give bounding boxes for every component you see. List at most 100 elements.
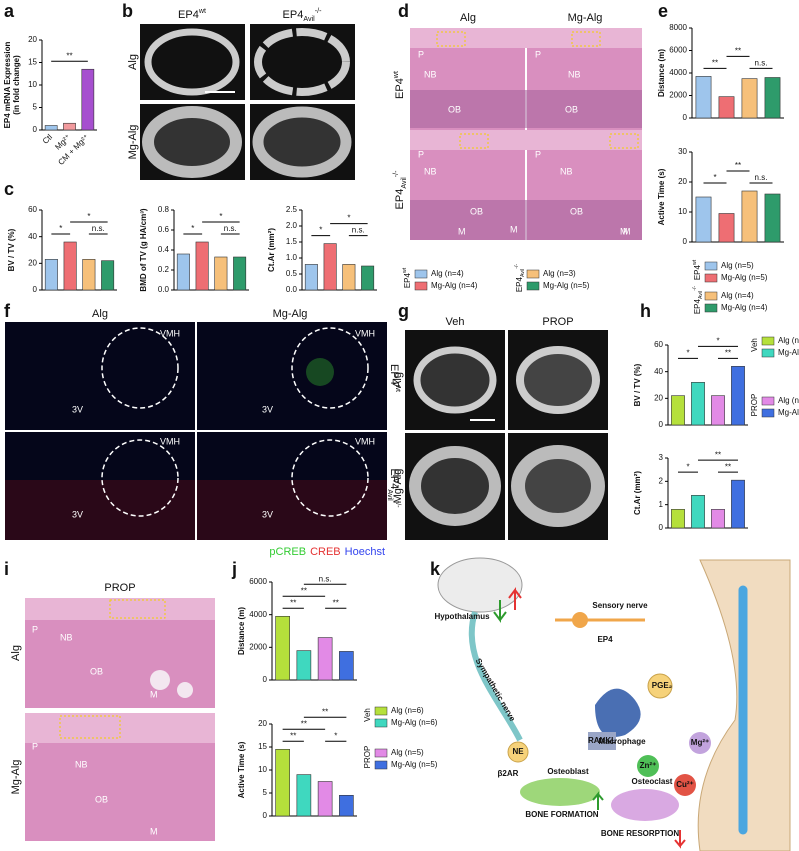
column-label: EP4Avil-/-: [283, 7, 323, 23]
column-label: Alg: [92, 308, 108, 320]
y-tick-label: 20: [654, 393, 663, 402]
column-label: Mg-Alg: [568, 12, 603, 24]
tissue-label: P: [535, 149, 541, 159]
bar: [195, 241, 209, 291]
legend-group-label-sup: -/-: [514, 264, 520, 269]
legend-group-label-base: EP4: [403, 272, 412, 288]
panel-label: c: [4, 179, 14, 199]
row-label: Alg: [392, 372, 404, 388]
tissue-label: OB: [90, 666, 103, 676]
tissue-label: OB: [570, 206, 583, 216]
diagram-label: BONE RESORPTION: [601, 829, 679, 838]
bar: [731, 479, 745, 529]
legend-label: Alg (n=5): [778, 396, 799, 405]
y-axis-label: BMD of TV (g HA/cm³): [139, 208, 148, 291]
bar: [339, 794, 354, 817]
y-tick-label: 20: [28, 35, 37, 44]
legend-group-label-sup: wt: [402, 267, 408, 273]
legend-group-label-sub: Avil: [520, 269, 526, 277]
legend-swatch: [761, 396, 775, 406]
significance-label: **: [290, 598, 296, 607]
row-label: Mg-Alg: [10, 760, 22, 795]
region-label: VMH: [160, 328, 180, 338]
y-tick-label: 0.6: [158, 225, 170, 234]
y-tick-label: 0.0: [158, 285, 170, 294]
y-axis-label: Active Time (s): [657, 168, 666, 225]
row-label-sup: wt: [394, 384, 402, 392]
panel-label: a: [4, 1, 15, 21]
y-tick-label: 6000: [249, 577, 267, 586]
y-axis-label: BV / TV (%): [7, 228, 16, 271]
y-tick-label: 10: [678, 207, 687, 216]
significance-label: **: [715, 450, 721, 459]
legend-label: Mg-Alg (n=5): [391, 760, 438, 769]
significance-label: **: [301, 586, 307, 595]
stain-label: Hoechst: [345, 546, 385, 558]
row-label: EP4wt: [392, 71, 406, 99]
significance-label: *: [191, 224, 194, 233]
histology-d: [410, 28, 642, 240]
legend-swatch: [526, 281, 540, 291]
panel-label: j: [231, 559, 237, 579]
legend-swatch: [374, 706, 388, 716]
row-label-sub: Avil: [386, 489, 394, 501]
legend-label: Mg-Alg (n=4): [431, 281, 478, 290]
legend-group-label: Veh: [363, 708, 372, 722]
bar: [44, 259, 58, 291]
y-axis-label: Active Time (s): [237, 741, 246, 798]
stain-label: pCREB: [269, 546, 306, 558]
significance-label: **: [735, 161, 741, 170]
tissue-label: NB: [568, 69, 581, 79]
diagram-label: Osteoclast: [632, 777, 673, 786]
column-label: Alg: [460, 12, 476, 24]
row-label-base: EP4: [394, 78, 406, 99]
tissue-label: OB: [95, 794, 108, 804]
y-tick-label: 40: [28, 232, 37, 241]
legend-label: Alg (n=5): [391, 748, 424, 757]
diagram-label: Osteoblast: [547, 767, 589, 776]
legend-label: Mg-Alg (n=5): [778, 348, 799, 357]
column-label: Veh: [446, 316, 465, 328]
legend-swatch: [526, 269, 540, 279]
legend-label: Alg (n=4): [721, 291, 754, 300]
row-label-base: EP4: [388, 469, 400, 490]
significance-label: *: [334, 731, 337, 740]
y-tick-label: 20: [678, 177, 687, 186]
y-tick-label: 0.5: [286, 269, 298, 278]
y-tick-label: 2000: [249, 642, 267, 651]
legend-group-label-sub: Avil: [698, 291, 704, 299]
legend-label: Mg-Alg (n=4): [721, 303, 768, 312]
legend-group-label: EP4Avil-/-: [514, 264, 526, 293]
column-label: Mg-Alg: [273, 308, 308, 320]
bar: [233, 256, 247, 291]
region-label: VMH: [355, 328, 375, 338]
panel-label: k: [430, 559, 441, 579]
diagram-label: PGE₂: [652, 681, 673, 690]
y-tick-label: 10: [28, 80, 37, 89]
region-label: VMH: [355, 436, 375, 446]
tissue-label: P: [32, 741, 38, 751]
significance-label: *: [87, 212, 90, 221]
panel-label: f: [4, 301, 11, 321]
column-label: PROP: [104, 582, 135, 594]
y-tick-label: 6000: [669, 46, 687, 55]
diagram-label: Hypothalamus: [434, 612, 490, 621]
significance-label: **: [290, 731, 296, 740]
row-label: Mg-Alg: [127, 125, 139, 160]
legend-swatch: [374, 718, 388, 728]
bar: [764, 193, 781, 243]
tissue-label: M: [510, 224, 518, 234]
bar: [275, 615, 290, 681]
significance-label: **: [725, 462, 731, 471]
significance-label: *: [713, 173, 716, 182]
bar: [764, 77, 781, 119]
panel-label: e: [658, 1, 668, 21]
bar: [695, 196, 712, 243]
tissue-label: NB: [75, 759, 88, 769]
y-tick-label: 2: [659, 476, 664, 485]
bar: [731, 366, 745, 426]
diagram-label: Cu²⁺: [676, 780, 694, 789]
legend-label: Mg-Alg (n=5): [778, 408, 799, 417]
significance-label: **: [725, 348, 731, 357]
